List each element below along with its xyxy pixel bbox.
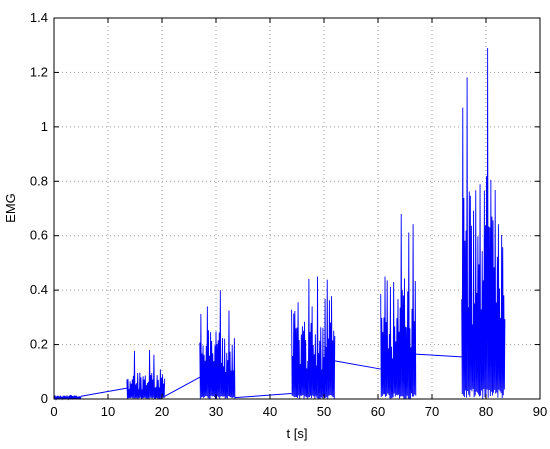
- emg-burst-5: [380, 213, 417, 399]
- x-tick-label: 20: [155, 404, 169, 419]
- x-tick-label: 60: [371, 404, 385, 419]
- x-tick-label: 50: [317, 404, 331, 419]
- grid: [54, 18, 540, 399]
- emg-connector-5: [415, 353, 462, 358]
- x-tick-label: 10: [101, 404, 115, 419]
- y-tick-label: 0.4: [30, 282, 48, 297]
- emg-series: [53, 47, 506, 401]
- y-tick-label: 0.2: [30, 337, 48, 352]
- emg-connector-2: [164, 376, 201, 397]
- y-tick-label: 1: [41, 119, 48, 134]
- axis-ticks: 0 10 20 30 40 50 60 70 80 90 0 0.2 0.4 0.6 0.8 1 1.2 1.4: [30, 10, 547, 419]
- plot-frame: [53, 17, 541, 400]
- x-tick-label: 80: [479, 404, 493, 419]
- emg-connector-1: [80, 387, 127, 397]
- y-tick-label: 1.2: [30, 64, 48, 79]
- emg-burst-3: [199, 290, 236, 399]
- emg-burst-4: [291, 276, 336, 399]
- emg-connector-4: [334, 360, 381, 370]
- emg-connector-3: [234, 393, 292, 399]
- x-tick-label: 30: [209, 404, 223, 419]
- y-tick-label: 0: [41, 391, 48, 406]
- emg-burst-6: [461, 47, 506, 399]
- x-tick-label: 90: [533, 404, 547, 419]
- x-tick-label: 70: [425, 404, 439, 419]
- y-tick-label: 0.8: [30, 173, 48, 188]
- y-axis-label: EMG: [3, 193, 18, 223]
- x-tick-label: 0: [50, 404, 57, 419]
- y-tick-label: 1.4: [30, 10, 48, 25]
- x-tick-label: 40: [263, 404, 277, 419]
- y-tick-label: 0.6: [30, 228, 48, 243]
- emg-burst-2: [126, 350, 166, 399]
- x-axis-label: t [s]: [287, 426, 308, 441]
